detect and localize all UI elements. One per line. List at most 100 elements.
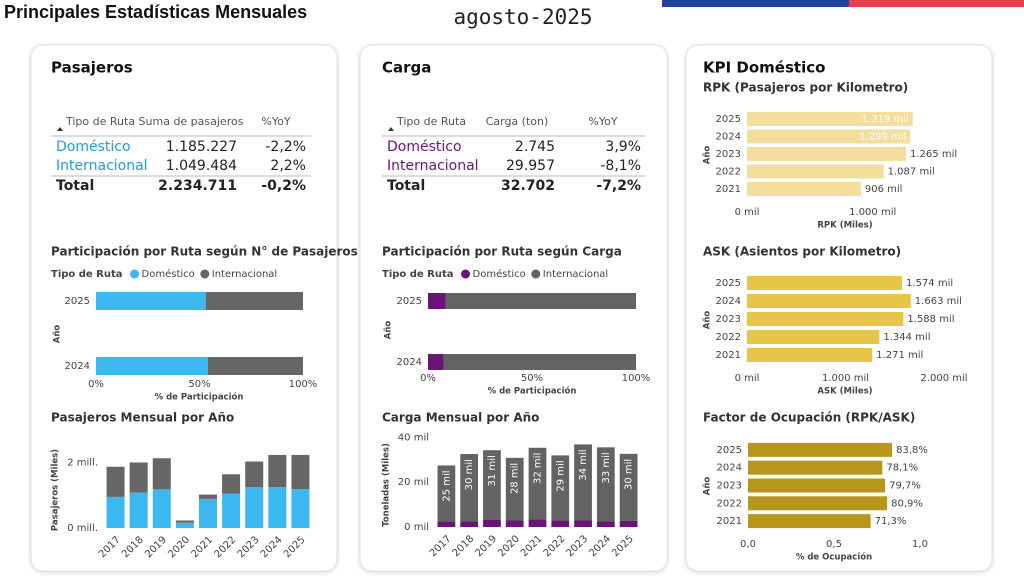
bar (528, 447, 547, 520)
bar (175, 520, 194, 523)
value-label: 906 mil (865, 184, 903, 195)
y-axis-label: Año (703, 146, 713, 165)
table-cell: Internacional (387, 158, 479, 174)
table-cell: Internacional (56, 158, 148, 174)
value-label: 1.265 mil (910, 149, 957, 160)
y-tick-label: 2023 (716, 149, 741, 160)
bar (574, 520, 592, 527)
chart-title: Carga Mensual por Año (382, 411, 539, 425)
legend-marker (461, 269, 471, 279)
legend-label: Internacional (212, 269, 277, 280)
total-cell: 32.702 (501, 178, 555, 194)
bar (619, 453, 638, 521)
bar (747, 330, 880, 344)
bar (96, 357, 208, 375)
bar (198, 494, 218, 499)
bar (748, 460, 883, 475)
y-axis-label: Pasajeros (Miles) (51, 449, 61, 531)
bar (747, 294, 911, 308)
bar (747, 129, 911, 144)
content: Tipo de Ruta Suma de pasajeros %YoY Domésti… (51, 81, 968, 563)
table-cell: 1.049.484 (166, 158, 237, 174)
y-tick-label: 2024 (65, 361, 90, 372)
y-tick-label: 2023 (717, 481, 742, 492)
legend-label: Doméstico (473, 268, 526, 280)
y-axis-label: Año (703, 477, 713, 496)
table-cell: 1.185.227 (166, 139, 237, 155)
bar (222, 474, 241, 494)
x-axis-label: ASK (Miles) (817, 387, 872, 397)
bar (428, 293, 446, 309)
x-axis-label: % de Ocupación (796, 552, 872, 563)
legend-marker (531, 269, 541, 279)
bar (152, 458, 171, 490)
bar (505, 520, 524, 527)
column-header: Suma de pasajeros (139, 115, 244, 128)
sort-icon (388, 127, 394, 131)
bar (748, 478, 886, 493)
bar (245, 487, 264, 528)
x-tick-label: 0,5 (826, 539, 842, 550)
x-tick-label: 0 mil (735, 373, 760, 384)
bar (596, 521, 615, 527)
x-axis-label: % de Participación (488, 386, 577, 397)
panel-title: Pasajeros (51, 59, 133, 77)
y-tick-label: 2025 (716, 114, 741, 125)
total-cell: Total (56, 178, 94, 194)
y-axis-label: Año (53, 325, 63, 344)
bar (445, 293, 636, 309)
column-header: Tipo de Ruta (65, 115, 135, 128)
y-tick-label: 2024 (716, 296, 741, 307)
bar (106, 496, 125, 528)
y-tick-label: 2025 (65, 296, 90, 307)
page-title: Principales Estadísticas Mensuales (4, 2, 307, 22)
panel-title: KPI Doméstico (703, 59, 825, 77)
value-label: 25 mil (441, 470, 452, 501)
bar (152, 489, 171, 528)
bar (437, 521, 456, 527)
chart-title: Pasajeros Mensual por Año (51, 411, 234, 425)
total-cell: Total (387, 178, 425, 194)
x-tick-label: 100% (622, 373, 651, 384)
table-cell: 29.957 (506, 158, 555, 174)
x-tick-label: 100% (289, 379, 318, 390)
y-tick-label: 40 mil (398, 432, 429, 443)
bar (748, 442, 893, 457)
chart-title: ASK (Asientos por Kilometro) (703, 245, 901, 259)
bar (747, 147, 907, 161)
bar (291, 454, 310, 490)
y-tick-label: 2024 (716, 132, 741, 143)
y-axis-label: Toneladas (Miles) (382, 443, 392, 527)
bar (245, 461, 264, 488)
report-date: agosto-2025 (453, 5, 592, 29)
bar (460, 454, 479, 522)
column-header: %YoY (261, 115, 290, 128)
table-cell: 2,2% (270, 158, 306, 174)
y-tick-label: 20 mil (398, 477, 429, 488)
value-label: 79,7% (889, 481, 921, 492)
bar (747, 276, 903, 290)
value-label: 32 mil (533, 453, 544, 484)
bar (551, 520, 570, 527)
y-tick-label: 2021 (716, 184, 741, 195)
legend-label: Doméstico (142, 268, 195, 280)
value-label: 30 mil (624, 459, 635, 490)
bar (291, 489, 310, 528)
legend-title: Tipo de Ruta (382, 269, 454, 280)
chart-title: Participación por Ruta según Carga (382, 245, 622, 259)
legend-marker (130, 269, 140, 279)
value-label: 80,9% (891, 498, 923, 509)
bar (443, 354, 636, 370)
value-label: 29 mil (555, 460, 566, 491)
value-label: 71,3% (875, 516, 907, 527)
bar (483, 450, 501, 520)
y-tick-label: 2024 (717, 463, 742, 474)
value-label: 1.087 mil (888, 167, 935, 178)
panel-title: Carga (382, 59, 431, 77)
value-label: 28 mil (510, 463, 521, 494)
bar (207, 357, 303, 375)
x-tick-label: 1,0 (912, 539, 928, 550)
bar (619, 520, 638, 527)
column-header: Carga (ton) (486, 115, 549, 128)
value-label: 1.319 mil (862, 114, 909, 125)
